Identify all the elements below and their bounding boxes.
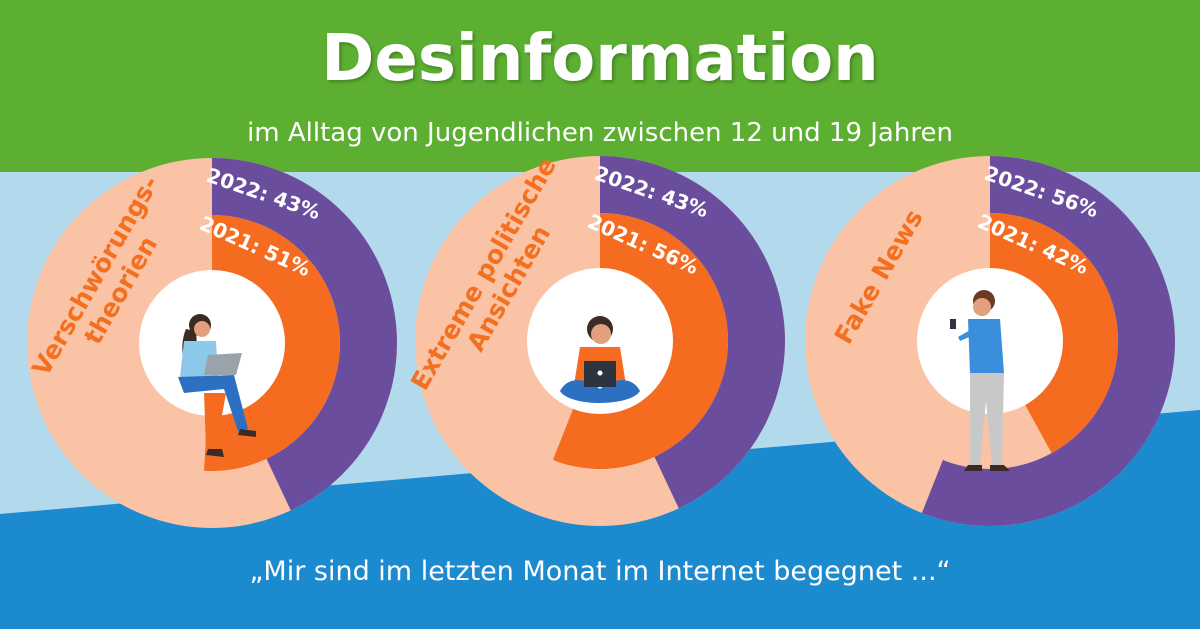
header-band <box>0 0 1200 172</box>
donut-chart: 2022: 43%2021: 51%Verschwörungs-theorien <box>26 158 397 528</box>
donut-chart: 2022: 43%2021: 56%Extreme politischeAnsi… <box>405 152 785 526</box>
woman-with-laptop-icon <box>178 314 256 457</box>
boy-with-laptop-icon <box>560 316 640 403</box>
survey-question: „Mir sind im letzten Monat im Internet b… <box>249 556 951 587</box>
page-title: Desinformation <box>321 22 879 96</box>
man-with-phone-icon <box>950 290 1010 471</box>
page-subtitle: im Alltag von Jugendlichen zwischen 12 u… <box>247 118 953 148</box>
donut-chart: 2022: 56%2021: 42%Fake News <box>805 156 1175 526</box>
